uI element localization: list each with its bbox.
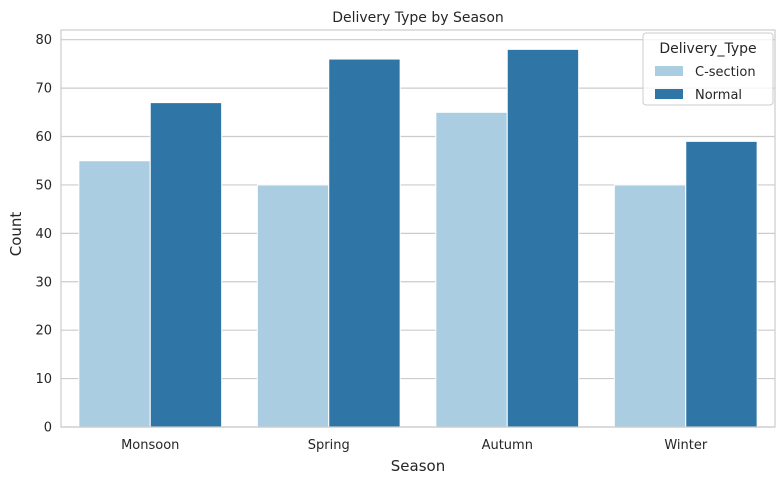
bar-spring-normal xyxy=(328,58,401,428)
y-tick-label: 50 xyxy=(35,178,52,193)
x-tick-label: Spring xyxy=(308,438,350,453)
plot-frame xyxy=(60,29,776,428)
x-tick-label: Monsoon xyxy=(121,438,179,453)
legend-label-normal: Normal xyxy=(695,88,742,103)
y-tick-label: 20 xyxy=(35,324,52,339)
chart-title: Delivery Type by Season xyxy=(332,10,504,26)
y-axis-label: Count xyxy=(7,212,25,257)
legend-label-c-section: C-section xyxy=(695,65,756,80)
y-tick-label: 10 xyxy=(35,372,52,387)
y-tick-label: 40 xyxy=(35,227,52,242)
legend-swatch-normal xyxy=(655,89,683,99)
bar-autumn-c-section xyxy=(435,111,508,428)
legend: Delivery_Type C-section Normal xyxy=(642,32,774,106)
legend-swatch-c-section xyxy=(655,66,683,76)
y-tick-label: 60 xyxy=(35,130,52,145)
x-axis-label: Season xyxy=(391,457,445,475)
legend-title: Delivery_Type xyxy=(659,41,756,57)
y-tick-label: 30 xyxy=(35,275,52,290)
y-tick-label: 80 xyxy=(35,33,52,48)
bar-monsoon-normal xyxy=(149,102,223,428)
legend-box xyxy=(642,32,774,106)
bar-autumn-normal xyxy=(506,48,580,428)
bars xyxy=(78,48,758,428)
y-tick-label: 0 xyxy=(44,421,52,436)
bar-monsoon-c-section xyxy=(78,160,151,428)
bar-winter-normal xyxy=(685,140,758,428)
y-tick-labels: 0 10 20 30 40 50 60 70 80 xyxy=(35,33,52,435)
x-tick-label: Autumn xyxy=(482,438,533,453)
y-tick-label: 70 xyxy=(35,82,52,97)
x-tick-labels: Monsoon Spring Autumn Winter xyxy=(121,438,708,453)
x-tick-label: Winter xyxy=(664,438,708,453)
bar-spring-c-section xyxy=(256,184,330,428)
bar-winter-c-section xyxy=(613,184,687,428)
